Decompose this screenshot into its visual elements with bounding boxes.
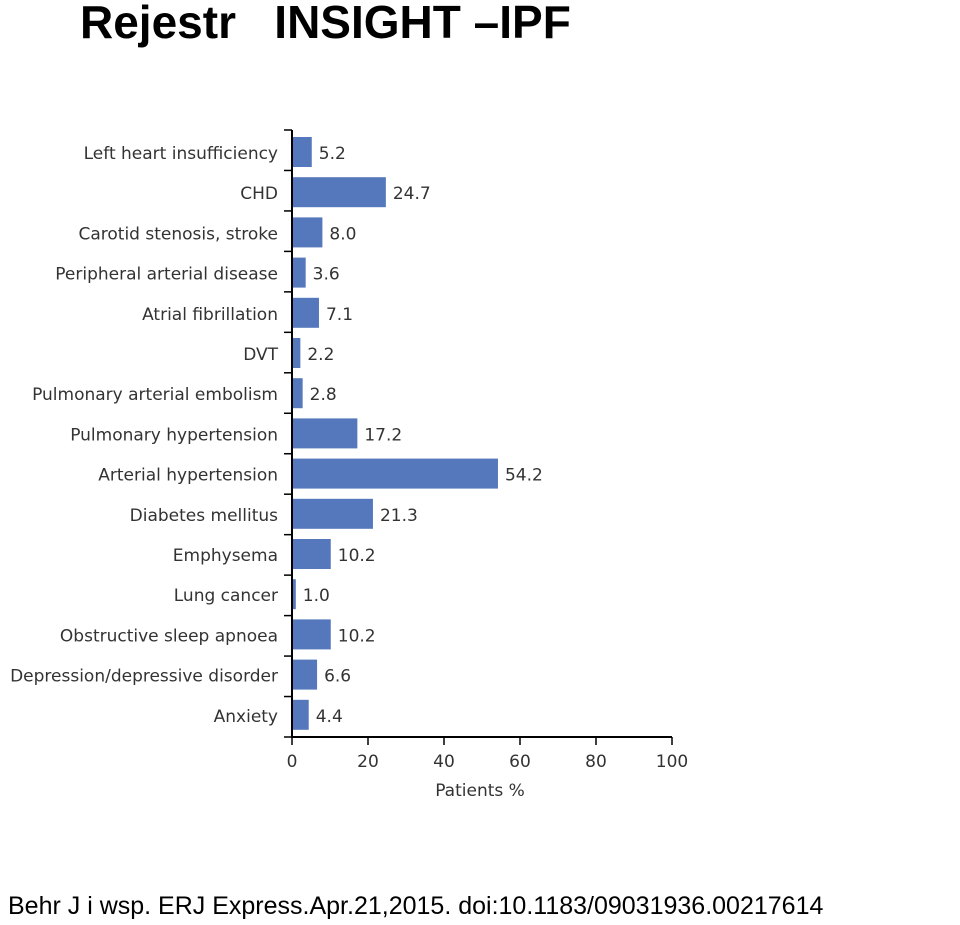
value-label: 2.2: [307, 345, 334, 365]
category-label: DVT: [243, 345, 278, 365]
bar: [293, 539, 331, 569]
slide-title: Rejestr INSIGHT –IPF: [80, 0, 571, 48]
x-tick-label: 0: [287, 752, 298, 772]
bar: [293, 418, 358, 449]
bar: [293, 338, 301, 368]
comorbidity-bar-chart: Left heart insufficiency 5.2 CHD 24.7 Caroti…: [10, 129, 688, 801]
category-label: Atrial fibrillation: [142, 305, 278, 325]
category-label: Emphysema: [173, 546, 278, 566]
category-label: Pulmonary arterial embolism: [32, 385, 278, 405]
value-label: 4.4: [316, 707, 343, 727]
x-tick-label: 60: [509, 752, 531, 772]
value-label: 54.2: [505, 466, 543, 486]
bar: [293, 177, 386, 208]
category-label: Left heart insufficiency: [84, 144, 278, 164]
bar: [293, 378, 303, 409]
x-tick-label: 80: [585, 752, 607, 772]
category-label: Depression/depressive disorder: [10, 667, 278, 687]
bar: [293, 458, 498, 489]
x-tick-label: 40: [433, 752, 455, 772]
category-label: Obstructive sleep apnoea: [60, 626, 278, 646]
x-tick-label: 20: [357, 752, 379, 772]
value-label: 7.1: [326, 305, 353, 325]
bar: [293, 217, 323, 248]
category-label: Diabetes mellitus: [130, 506, 278, 526]
value-label: 17.2: [364, 425, 402, 445]
category-label: Anxiety: [214, 707, 278, 727]
bar: [293, 498, 373, 529]
bar: [293, 659, 318, 690]
bars-layer: [293, 137, 498, 730]
category-label: Arterial hypertension: [98, 466, 278, 486]
value-label: 21.3: [380, 506, 418, 526]
axis-layer: [284, 129, 673, 745]
x-axis-label: Patients %: [435, 781, 525, 801]
value-label: 10.2: [338, 626, 376, 646]
category-label: Carotid stenosis, stroke: [78, 224, 278, 244]
value-label: 5.2: [319, 144, 346, 164]
bar: [293, 257, 306, 288]
category-label: CHD: [240, 184, 278, 204]
labels-layer: Left heart insufficiency 5.2 CHD 24.7 Caroti…: [10, 144, 688, 801]
value-label: 10.2: [338, 546, 376, 566]
bar: [293, 137, 312, 167]
x-tick-label: 100: [656, 752, 688, 772]
value-label: 3.6: [313, 265, 340, 285]
value-label: 8.0: [329, 224, 356, 244]
category-label: Lung cancer: [174, 586, 278, 606]
bar: [293, 579, 296, 610]
category-label: Pulmonary hypertension: [70, 425, 278, 445]
bar: [293, 699, 309, 730]
value-label: 24.7: [393, 184, 431, 204]
bar: [293, 619, 331, 650]
citation: Behr J i wsp. ERJ Express.Apr.21,2015. d…: [8, 892, 824, 920]
value-label: 2.8: [310, 385, 337, 405]
bar: [293, 297, 319, 328]
value-label: 1.0: [303, 586, 330, 606]
category-label: Peripheral arterial disease: [55, 265, 278, 285]
value-label: 6.6: [324, 667, 351, 687]
